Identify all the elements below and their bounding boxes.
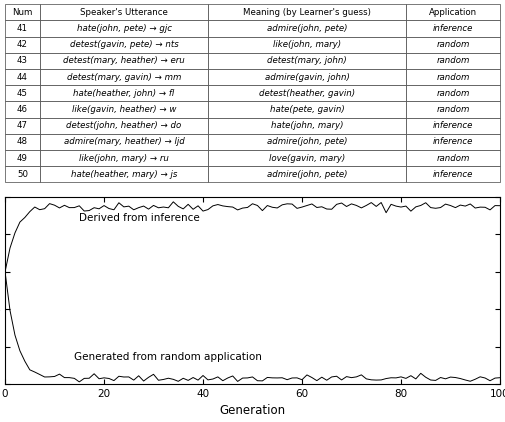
Text: Derived from inference: Derived from inference bbox=[79, 213, 200, 223]
Text: Generated from random application: Generated from random application bbox=[74, 352, 262, 362]
X-axis label: Generation: Generation bbox=[220, 404, 285, 417]
